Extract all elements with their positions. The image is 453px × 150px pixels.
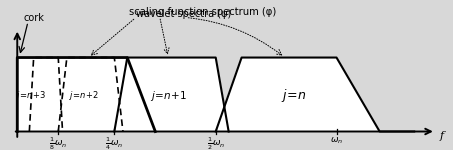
Text: $\frac{1}{2}\omega_n$: $\frac{1}{2}\omega_n$ <box>207 136 225 150</box>
Text: f: f <box>440 131 444 141</box>
Polygon shape <box>114 58 229 132</box>
Polygon shape <box>17 58 155 132</box>
Text: wavelet spectra (ψ): wavelet spectra (ψ) <box>136 9 231 19</box>
Text: cork: cork <box>24 14 44 24</box>
Polygon shape <box>216 58 414 132</box>
Text: $j\!=\!n\!+\!1$: $j\!=\!n\!+\!1$ <box>150 89 187 103</box>
Text: $j\!=\!n$: $j\!=\!n$ <box>281 87 306 105</box>
Text: $j\!=\!n\!+\!3$: $j\!=\!n\!+\!3$ <box>16 90 46 102</box>
Text: $\frac{1}{4}\omega_n$: $\frac{1}{4}\omega_n$ <box>105 136 124 150</box>
Text: $j\!=\!n\!+\!2$: $j\!=\!n\!+\!2$ <box>69 90 99 102</box>
Text: $\frac{1}{8}\omega_n$: $\frac{1}{8}\omega_n$ <box>49 136 67 150</box>
Text: $\omega_n$: $\omega_n$ <box>330 136 343 146</box>
Text: scaling function spectrum (φ): scaling function spectrum (φ) <box>130 7 277 17</box>
